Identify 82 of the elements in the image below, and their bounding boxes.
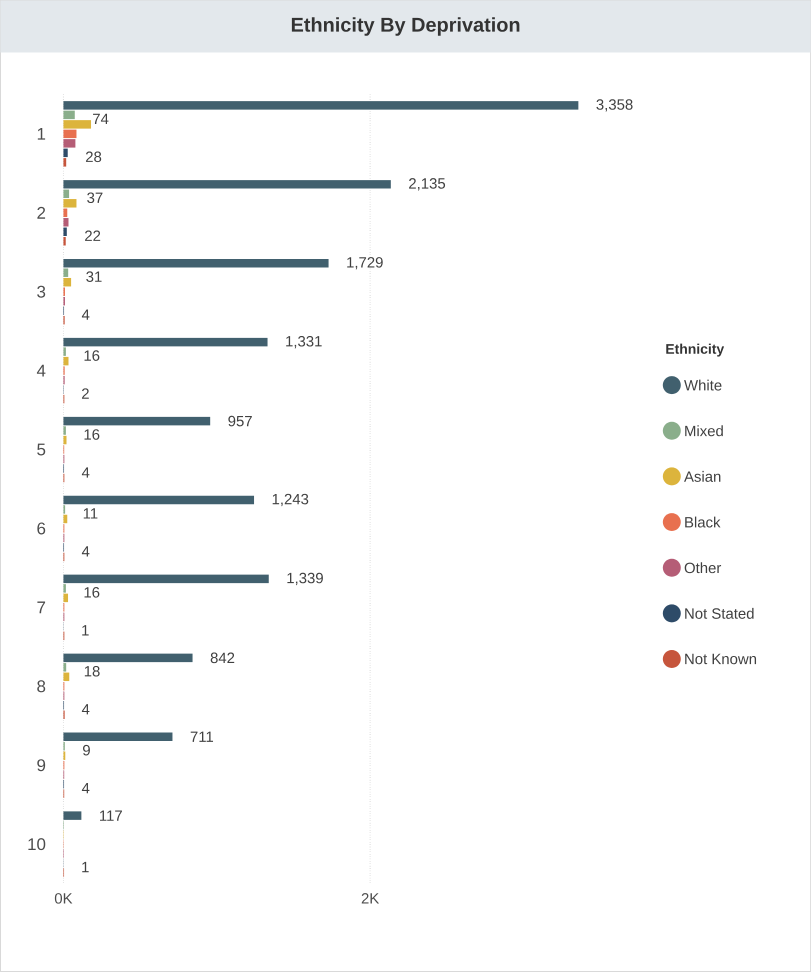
data-label: 2	[82, 388, 89, 399]
bar	[63, 663, 66, 672]
bar	[63, 496, 254, 504]
bar	[63, 218, 68, 227]
bar	[63, 190, 70, 198]
bar	[63, 120, 91, 129]
y-tick-label: 9	[37, 759, 46, 772]
legend-label: Other	[684, 562, 721, 574]
y-tick-label: 4	[36, 364, 46, 376]
data-label: 4	[82, 704, 90, 714]
data-label: 37	[87, 192, 102, 204]
data-label: 842	[210, 652, 234, 664]
data-label: 16	[84, 429, 100, 440]
bar	[63, 811, 82, 820]
bar	[63, 101, 578, 110]
bar	[63, 139, 76, 148]
data-label: 22	[84, 230, 100, 241]
bar	[63, 426, 66, 435]
y-tick-label: 1	[38, 128, 46, 140]
bar	[63, 258, 328, 268]
bar	[63, 268, 68, 277]
x-tick-label: 2K	[362, 893, 380, 904]
data-label: 74	[92, 114, 108, 124]
bar	[63, 199, 76, 208]
legend-label: White	[684, 380, 722, 391]
data-label: 28	[86, 152, 102, 162]
legend-label: Asian	[684, 470, 720, 482]
legend-label: Not Known	[685, 654, 756, 664]
y-tick-label: 3	[37, 286, 46, 298]
data-label: 16	[84, 350, 100, 361]
y-tick-label: 7	[37, 602, 45, 614]
chart-title: Ethnicity By Deprivation	[292, 17, 520, 36]
bar	[63, 347, 66, 356]
bar	[63, 514, 68, 524]
y-tick-label: 8	[37, 680, 46, 692]
data-label: 711	[190, 732, 213, 742]
bar	[63, 130, 76, 138]
data-label: 31	[86, 271, 102, 282]
bar	[63, 574, 269, 584]
bar	[63, 278, 72, 286]
legend-label: Mixed	[685, 425, 723, 436]
data-label: 1,243	[272, 494, 308, 506]
data-label: 1	[82, 862, 89, 872]
data-label: 16	[84, 587, 100, 598]
y-tick-label: 2	[37, 206, 45, 219]
bar	[63, 158, 66, 167]
legend-label: Black	[685, 516, 720, 528]
bar	[63, 228, 67, 236]
y-tick-label: 6	[37, 522, 46, 534]
data-label: 18	[84, 666, 100, 677]
legend-label: Not Stated	[685, 608, 754, 619]
data-label: 4	[82, 309, 90, 320]
data-label: 4	[82, 467, 90, 478]
bar	[63, 110, 75, 120]
data-label: 1,331	[286, 336, 322, 348]
y-tick-label: 10	[28, 838, 46, 850]
bar	[63, 208, 68, 218]
bar	[63, 732, 172, 741]
bar	[63, 594, 68, 602]
data-label: 9	[82, 744, 90, 756]
data-label: 1,729	[347, 257, 383, 270]
data-label: 957	[228, 416, 252, 426]
bar	[63, 338, 268, 346]
data-label: 1	[82, 625, 89, 636]
data-label: 117	[100, 810, 122, 821]
bar	[63, 356, 68, 366]
data-label: 3,358	[596, 99, 632, 112]
data-label: 4	[82, 783, 90, 794]
data-label: 4	[82, 546, 90, 557]
x-tick-label: 0K	[54, 893, 72, 904]
bar	[63, 416, 210, 426]
data-label: 1,339	[287, 572, 323, 586]
legend-title: Ethnicity	[666, 344, 724, 357]
bar	[63, 436, 66, 444]
bar	[63, 584, 66, 593]
data-label: 2,135	[409, 178, 445, 190]
data-label: 11	[84, 508, 98, 519]
bar	[63, 148, 68, 158]
bar	[63, 180, 391, 189]
bar	[63, 654, 192, 662]
y-tick-label: 5	[37, 444, 46, 456]
bar	[63, 672, 70, 682]
